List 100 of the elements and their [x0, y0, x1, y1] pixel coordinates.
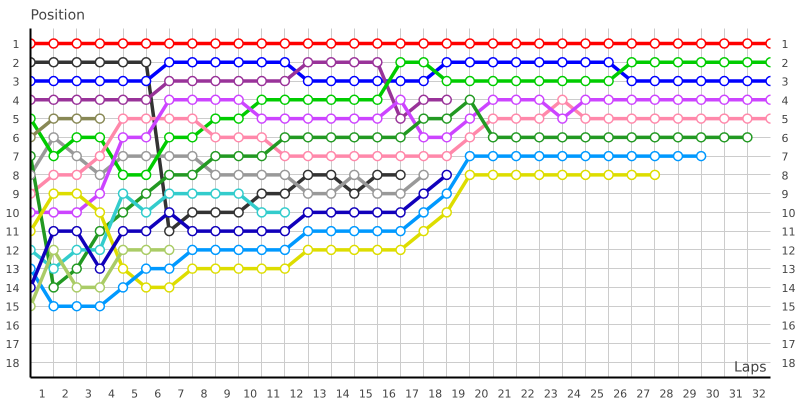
y2-tick-label: 15: [782, 300, 796, 314]
x-tick-label: 2: [62, 388, 69, 400]
y-tick-label: 9: [12, 188, 20, 202]
point: [349, 94, 360, 106]
point: [672, 150, 684, 162]
point: [280, 38, 290, 49]
point: [603, 76, 614, 86]
point: [349, 57, 360, 68]
y-tick-label: 3: [12, 76, 20, 89]
point: [48, 113, 59, 124]
point: [557, 150, 568, 162]
point: [233, 57, 244, 68]
x-tick-label: 16: [382, 388, 396, 400]
point: [302, 188, 314, 199]
y2-tick-label: 17: [782, 338, 796, 352]
point: [210, 76, 221, 86]
point: [326, 170, 336, 180]
point: [210, 188, 221, 199]
point: [48, 188, 59, 199]
point: [72, 207, 82, 218]
point: [603, 132, 614, 143]
point: [256, 244, 267, 256]
y2-tick-label: 3: [782, 76, 788, 89]
point: [118, 57, 128, 68]
point: [94, 207, 106, 218]
x-tick-label: 24: [566, 388, 581, 400]
point: [140, 150, 152, 162]
point: [256, 94, 267, 106]
point: [210, 132, 221, 143]
point: [372, 132, 383, 143]
point: [418, 38, 429, 49]
x-tick-label: 20: [474, 388, 488, 400]
point: [418, 76, 429, 86]
point: [650, 113, 660, 124]
point: [603, 94, 614, 106]
point: [210, 94, 221, 106]
point: [442, 76, 452, 86]
point: [302, 226, 314, 236]
point: [140, 263, 152, 274]
point: [580, 57, 591, 68]
point: [626, 113, 637, 124]
point: [72, 38, 82, 49]
point: [626, 150, 637, 162]
point: [418, 207, 429, 218]
point: [118, 244, 128, 256]
point: [140, 113, 152, 124]
point: [650, 132, 660, 143]
point: [210, 244, 221, 256]
x-tick-label: 29: [682, 388, 697, 400]
point: [140, 94, 152, 106]
point: [395, 132, 406, 143]
point: [580, 38, 591, 49]
point: [187, 170, 198, 180]
point: [395, 244, 406, 256]
x-tick-label: 7: [177, 388, 184, 400]
point: [280, 94, 290, 106]
point: [672, 38, 684, 49]
point: [742, 94, 753, 106]
point: [580, 76, 591, 86]
point: [372, 38, 383, 49]
y-tick-label: 7: [12, 150, 20, 164]
x-tick-label: 18: [428, 388, 442, 400]
point: [210, 170, 221, 180]
point: [395, 207, 406, 218]
point: [534, 57, 544, 68]
point: [233, 38, 244, 49]
point: [464, 94, 476, 106]
point: [742, 76, 753, 86]
y-tick-label: 8: [12, 169, 20, 182]
point: [464, 150, 476, 162]
point: [72, 282, 82, 293]
point: [696, 57, 706, 68]
y-tick-label: 11: [6, 226, 20, 239]
x-tick-label: 22: [520, 388, 535, 400]
point: [256, 188, 267, 199]
point: [164, 226, 174, 236]
y2-tick-label: 14: [782, 282, 796, 295]
point: [650, 94, 660, 106]
point: [603, 170, 614, 180]
point: [557, 94, 568, 106]
point: [696, 76, 706, 86]
point: [280, 150, 290, 162]
y2-tick-label: 6: [782, 132, 788, 145]
point: [488, 150, 498, 162]
x-tick-label: 21: [498, 388, 512, 400]
point: [349, 244, 360, 256]
y-tick-label: 15: [6, 300, 20, 314]
point: [302, 170, 314, 180]
x-tick-label: 27: [636, 388, 650, 400]
point: [72, 57, 82, 68]
point: [94, 38, 106, 49]
point: [256, 113, 267, 124]
point: [650, 150, 660, 162]
point: [72, 113, 82, 124]
point: [464, 113, 476, 124]
point: [395, 170, 406, 180]
point: [94, 132, 106, 143]
point: [302, 150, 314, 162]
point: [94, 282, 106, 293]
point: [187, 94, 198, 106]
